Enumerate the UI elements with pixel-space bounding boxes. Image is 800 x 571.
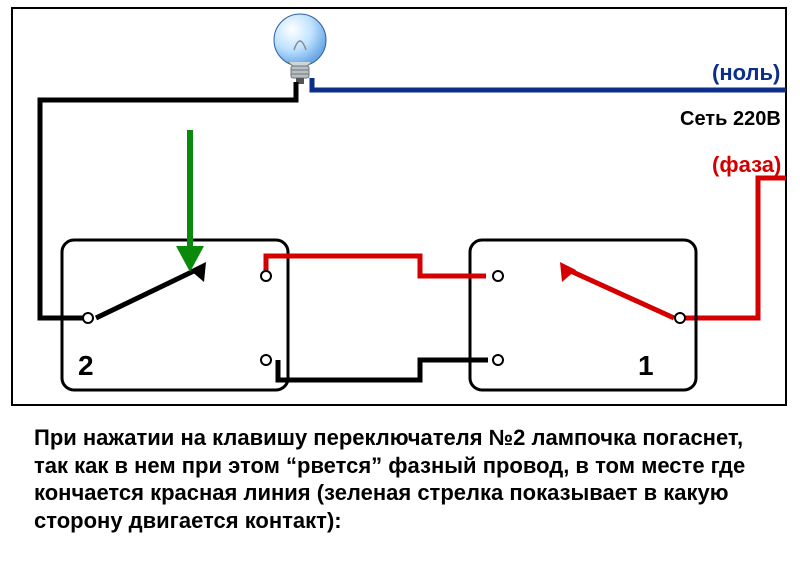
caption-text: При нажатии на клавишу переключателя №2 … <box>34 424 766 534</box>
diagram-canvas: (ноль) Сеть 220В (фаза) 2 1 <box>0 0 800 571</box>
label-switch-1: 1 <box>638 350 654 382</box>
label-switch-2: 2 <box>78 350 94 382</box>
